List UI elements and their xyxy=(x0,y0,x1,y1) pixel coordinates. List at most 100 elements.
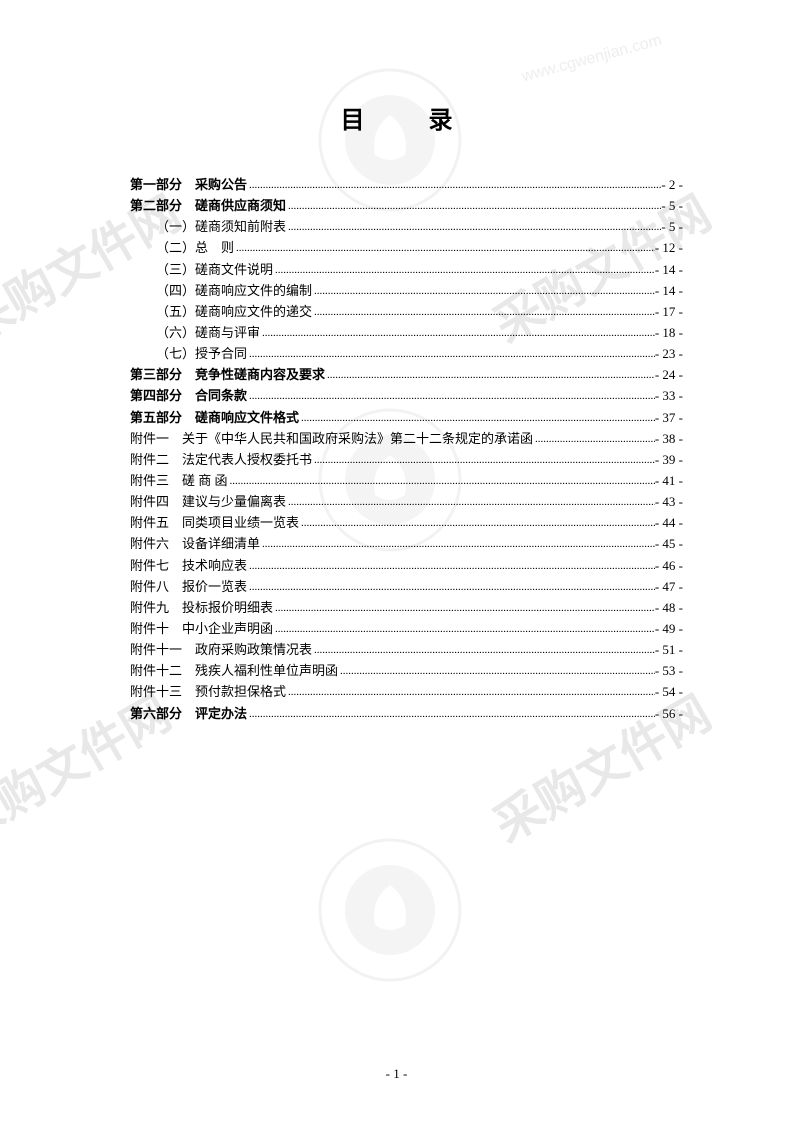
toc-dots xyxy=(247,346,655,363)
toc-page: - 41 - xyxy=(655,471,683,491)
toc-page: - 39 - xyxy=(655,450,683,470)
toc-label: 第六部分 评定办法 xyxy=(130,704,247,724)
toc-label: 附件九 投标报价明细表 xyxy=(130,598,273,618)
toc-page: - 43 - xyxy=(655,492,683,512)
watermark-logo xyxy=(310,830,470,990)
toc-page: - 18 - xyxy=(655,323,683,343)
toc-dots xyxy=(273,600,655,617)
toc-dots xyxy=(260,536,655,553)
toc-entry: 附件九 投标报价明细表 - 48 - xyxy=(130,598,683,618)
page-number: - 1 - xyxy=(0,1066,793,1082)
toc-page: - 44 - xyxy=(655,513,683,533)
toc-page: - 51 - xyxy=(655,640,683,660)
toc-page: - 45 - xyxy=(655,534,683,554)
toc-dots xyxy=(247,388,655,405)
toc-label: 附件十一 政府采购政策情况表 xyxy=(130,640,312,660)
toc-dots xyxy=(273,621,655,638)
toc-label: 附件六 设备详细清单 xyxy=(130,534,260,554)
toc-label: 附件七 技术响应表 xyxy=(130,556,247,576)
toc-dots xyxy=(286,494,655,511)
toc-label: 附件十三 预付款担保格式 xyxy=(130,682,286,702)
toc-page: - 17 - xyxy=(655,302,683,322)
toc-page: - 5 - xyxy=(661,217,683,237)
toc-entry: 附件八 报价一览表 - 47 - xyxy=(130,577,683,597)
toc-label: 附件五 同类项目业绩一览表 xyxy=(130,513,299,533)
toc-dots xyxy=(247,558,655,575)
toc-dots xyxy=(325,367,655,384)
toc-page: - 24 - xyxy=(655,365,683,385)
toc-page: - 5 - xyxy=(661,196,683,216)
toc-page: - 12 - xyxy=(655,238,683,258)
toc-entry: 附件十 中小企业声明函 - 49 - xyxy=(130,619,683,639)
toc-dots xyxy=(533,431,655,448)
toc-entry: 第四部分 合同条款 - 33 - xyxy=(130,386,683,406)
toc-page: - 2 - xyxy=(661,175,683,195)
toc-entry: 附件十二 残疾人福利性单位声明函 - 53 - xyxy=(130,661,683,681)
toc-entry: （五）磋商响应文件的递交 - 17 - xyxy=(130,302,683,322)
toc-page: - 38 - xyxy=(655,429,683,449)
toc-entry: 附件五 同类项目业绩一览表 - 44 - xyxy=(130,513,683,533)
toc-label: 附件三 磋 商 函 xyxy=(130,471,228,491)
toc-dots xyxy=(299,410,655,427)
toc-list: 第一部分 采购公告 - 2 -第二部分 磋商供应商须知- 5 -（一）磋商须知前附… xyxy=(130,175,683,724)
toc-dots xyxy=(286,684,655,701)
toc-label: 附件十二 残疾人福利性单位声明函 xyxy=(130,661,338,681)
toc-entry: 附件三 磋 商 函 - 41 - xyxy=(130,471,683,491)
toc-dots xyxy=(286,198,661,215)
toc-label: 第四部分 合同条款 xyxy=(130,386,247,406)
toc-entry: 第五部分 磋商响应文件格式 - 37 - xyxy=(130,408,683,428)
toc-entry: 附件二 法定代表人授权委托书- 39 - xyxy=(130,450,683,470)
toc-page: - 49 - xyxy=(655,619,683,639)
page-content: 目 录 第一部分 采购公告 - 2 -第二部分 磋商供应商须知- 5 -（一）磋商… xyxy=(0,0,793,724)
toc-label: 附件一 关于《中华人民共和国政府采购法》第二十二条规定的承诺函 xyxy=(130,429,533,449)
toc-entry: （六）磋商与评审 - 18 - xyxy=(130,323,683,343)
toc-entry: 附件十三 预付款担保格式 - 54 - xyxy=(130,682,683,702)
toc-page: - 14 - xyxy=(655,281,683,301)
toc-page: - 33 - xyxy=(655,386,683,406)
toc-label: （四）磋商响应文件的编制 xyxy=(156,281,312,301)
toc-label: （一）磋商须知前附表 xyxy=(156,217,286,237)
page-title: 目 录 xyxy=(130,100,683,135)
toc-page: - 46 - xyxy=(655,556,683,576)
toc-entry: 附件一 关于《中华人民共和国政府采购法》第二十二条规定的承诺函 - 38 - xyxy=(130,429,683,449)
toc-entry: （二）总 则- 12 - xyxy=(130,238,683,258)
toc-label: （七）授予合同 xyxy=(156,344,247,364)
toc-entry: （三）磋商文件说明 - 14 - xyxy=(130,260,683,280)
toc-dots xyxy=(228,473,655,490)
toc-page: - 37 - xyxy=(655,408,683,428)
toc-label: 第一部分 采购公告 xyxy=(130,175,247,195)
toc-entry: 第三部分 竞争性磋商内容及要求 - 24 - xyxy=(130,365,683,385)
toc-dots xyxy=(312,304,655,321)
toc-label: （六）磋商与评审 xyxy=(156,323,260,343)
toc-label: 第五部分 磋商响应文件格式 xyxy=(130,408,299,428)
toc-label: 附件十 中小企业声明函 xyxy=(130,619,273,639)
toc-dots xyxy=(312,283,655,300)
toc-page: - 53 - xyxy=(655,661,683,681)
toc-page: - 54 - xyxy=(655,682,683,702)
toc-page: - 56 - xyxy=(655,704,683,724)
toc-label: 第三部分 竞争性磋商内容及要求 xyxy=(130,365,325,385)
toc-label: （五）磋商响应文件的递交 xyxy=(156,302,312,322)
toc-entry: 第一部分 采购公告 - 2 - xyxy=(130,175,683,195)
toc-entry: 附件四 建议与少量偏离表 - 43 - xyxy=(130,492,683,512)
toc-dots xyxy=(338,663,655,680)
toc-dots xyxy=(312,642,655,659)
toc-dots xyxy=(234,240,655,257)
toc-page: - 47 - xyxy=(655,577,683,597)
toc-dots xyxy=(247,579,655,596)
toc-page: - 23 - xyxy=(655,344,683,364)
toc-label: （三）磋商文件说明 xyxy=(156,260,273,280)
toc-page: - 14 - xyxy=(655,260,683,280)
toc-label: 附件四 建议与少量偏离表 xyxy=(130,492,286,512)
toc-dots xyxy=(286,219,661,236)
toc-entry: 附件六 设备详细清单 - 45 - xyxy=(130,534,683,554)
toc-entry: 第二部分 磋商供应商须知- 5 - xyxy=(130,196,683,216)
toc-dots xyxy=(312,452,655,469)
toc-entry: （七）授予合同 - 23 - xyxy=(130,344,683,364)
toc-dots xyxy=(247,177,661,194)
toc-entry: 附件七 技术响应表 - 46 - xyxy=(130,556,683,576)
toc-page: - 48 - xyxy=(655,598,683,618)
toc-entry: （四）磋商响应文件的编制 - 14 - xyxy=(130,281,683,301)
toc-label: 附件八 报价一览表 xyxy=(130,577,247,597)
toc-dots xyxy=(247,706,655,723)
